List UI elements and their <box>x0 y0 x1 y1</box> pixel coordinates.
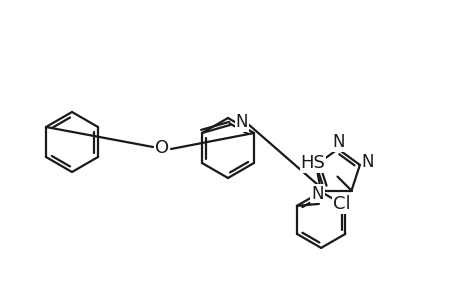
Text: N: N <box>311 184 323 202</box>
Text: N: N <box>235 113 248 131</box>
Text: O: O <box>155 139 169 157</box>
Text: Cl: Cl <box>332 195 350 213</box>
Text: N: N <box>332 133 345 151</box>
Text: N: N <box>361 153 373 171</box>
Text: HS: HS <box>300 154 325 172</box>
